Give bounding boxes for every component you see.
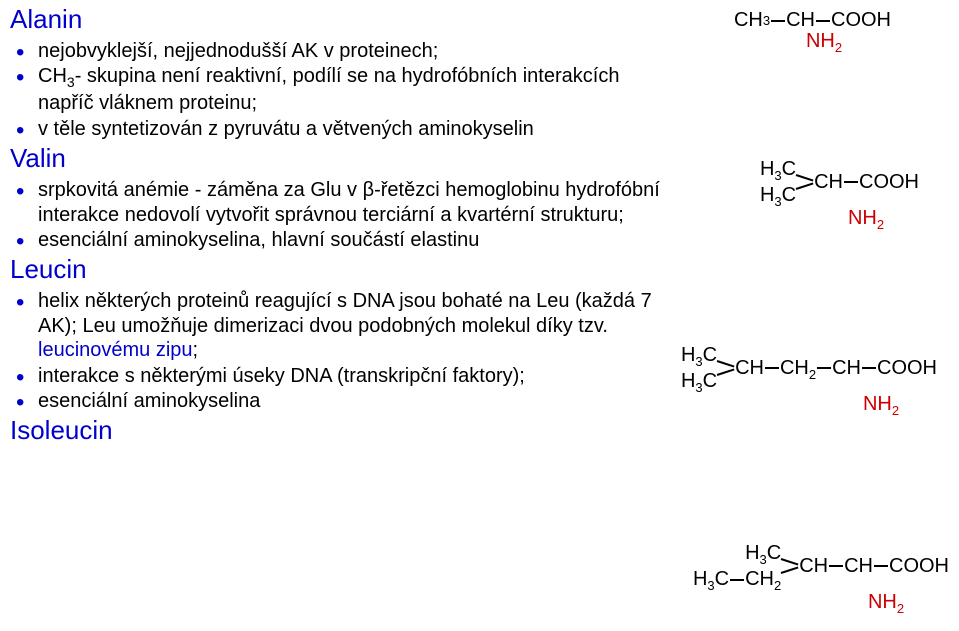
list-item: v těle syntetizován z pyruvátu a větvený… (38, 117, 670, 141)
text-content: Alanin nejobvyklejší, nejjednodušší AK v… (0, 0, 680, 460)
heading-isoleucin: Isoleucin (10, 415, 670, 446)
list-item: srpkovitá anémie - záměna za Glu v β-řet… (38, 178, 670, 227)
list-valin: srpkovitá anémie - záměna za Glu v β-řet… (38, 178, 670, 252)
list-item: esenciální aminokyselina, hlavní součást… (38, 228, 670, 252)
list-alanin: nejobvyklejší, nejjednodušší AK v protei… (38, 39, 670, 141)
formula-valin: H3CH3C CHCOOH NH2 (760, 156, 919, 229)
list-item: helix některých proteinů reagující s DNA… (38, 289, 670, 362)
list-leucin: helix některých proteinů reagující s DNA… (38, 289, 670, 413)
formula-isoleucin: H3CH3CCH2 CHCHCOOH NH2 (693, 540, 949, 613)
heading-leucin: Leucin (10, 254, 670, 285)
list-item: esenciální aminokyselina (38, 389, 670, 413)
heading-alanin: Alanin (10, 4, 670, 35)
list-item: CH3- skupina není reaktivní, podílí se n… (38, 64, 670, 115)
list-item: nejobvyklejší, nejjednodušší AK v protei… (38, 39, 670, 63)
heading-valin: Valin (10, 143, 670, 174)
formula-leucin: H3CH3C CHCH2CHCOOH NH2 (681, 342, 937, 415)
link-text: leucinovému zipu (38, 339, 193, 361)
formula-alanin: CH3CHCOOH NH2 (734, 10, 891, 52)
list-item: interakce s některými úseky DNA (transkr… (38, 364, 670, 388)
